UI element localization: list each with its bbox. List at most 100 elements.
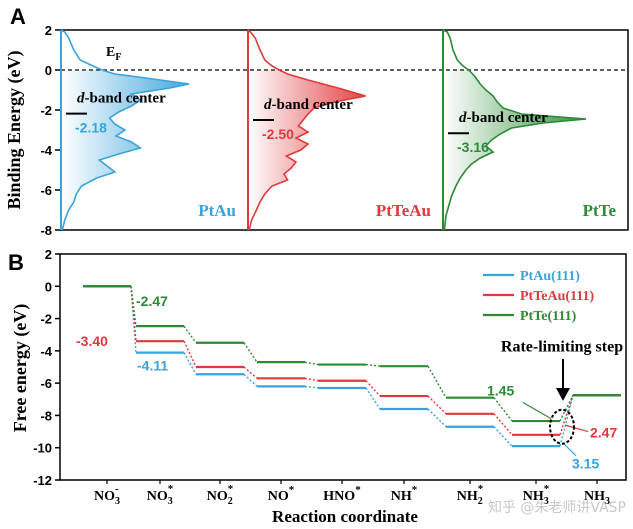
dos-curve-ptte [442,29,587,231]
dos-frame [60,29,629,231]
cat-base: HNO [323,489,355,504]
energy-connector [365,363,381,367]
dos-fill-ptte [443,70,586,230]
dos-y-ticks: 2 0 -2 -4 -6 -8 [40,23,61,238]
energy-connector [427,395,447,415]
energy-connector [304,361,319,366]
dos-curve-ptteau [247,29,366,231]
energy-connector [427,408,447,428]
cat-sub: 2 [478,496,483,507]
dos-y-tick-label: -6 [40,183,52,198]
dband-center-value: -3.16 [457,139,489,155]
energy-connector [559,394,574,422]
rate-limiting-label: Rate-limiting step [501,339,623,356]
fe-series-ptte111 [83,285,621,423]
cat-sub: 3 [115,496,120,507]
cat-sup: * [478,483,484,495]
fe-x-tick-label: HNO* [323,484,361,504]
energy-connector [183,325,197,344]
dband-rest: -band center [85,91,167,107]
energy-annotation: 2.47 [590,424,617,440]
cat-sup: * [544,483,550,495]
energy-connector [559,395,574,447]
fe-y-tick-label: -6 [40,376,52,391]
dband-italic: d [459,110,467,126]
energy-connector [365,380,381,397]
energy-connector [427,365,447,399]
cat-base: NH [523,489,544,504]
dband-center-label: d-band center [77,91,166,107]
dband-rest: -band center [467,110,549,126]
cat-sup: * [168,483,174,495]
rate-limiting-ellipse [549,408,575,445]
dos-panel-name: PtTe [583,201,617,220]
dband-center-value: -2.50 [262,126,294,142]
fermi-label: EF [106,45,121,63]
cat-sub: 2 [228,496,233,507]
panel-b-label: B [8,250,24,275]
energy-annotation: 1.45 [487,383,514,399]
dos-panel-name: PtAu [198,201,236,220]
energy-annotation: -2.47 [136,293,168,309]
fe-y-axis-label: Free energy (eV) [10,304,31,433]
cat-sub: 3 [168,496,173,507]
dos-y-tick-label: 2 [45,23,52,38]
fe-y-tick-label: -4 [40,344,52,359]
dos-y-tick-label: 0 [45,63,52,78]
energy-connector [130,286,137,327]
legend-label: PtTeAu(111) [520,289,594,304]
cat-sup: - [115,483,119,495]
dos-fill-ptau [61,70,189,230]
energy-connector [304,377,319,382]
legend-label: PtTe(111) [520,309,577,324]
dos-y-tick-label: -2 [40,103,52,118]
fe-x-axis-label: Reaction coordinate [272,507,418,526]
energy-annotation: -4.11 [137,358,168,374]
fe-x-tick-label: NO2* [207,483,234,507]
energy-connector [493,426,513,447]
energy-annotation: -3.40 [76,333,108,349]
cat-base: NO [147,489,168,504]
legend-label: PtAu(111) [520,269,580,284]
annotation-pointer [522,401,552,420]
cat-base: NO [94,489,115,504]
fe-x-tick-label: NH3 [584,489,610,507]
fe-x-tick-label: NO3- [94,483,120,507]
fe-y-tick-label: -12 [33,473,52,488]
energy-annotation: 3.15 [572,455,599,471]
fe-y-tick-label: 2 [45,247,52,262]
dband-center-value: -2.18 [75,120,107,136]
cat-sub: 3 [544,496,549,507]
annotation-pointer [562,442,577,457]
cat-base: NH [584,489,605,504]
energy-connector [243,366,258,379]
fe-legend: PtAu(111) PtTeAu(111) PtTe(111) [483,269,594,324]
dos-y-tick-label: -8 [40,223,52,238]
dos-y-tick-label: -4 [40,143,52,158]
fe-x-tick-label: NH2* [457,483,484,507]
cat-sup: * [228,483,234,495]
panel-a-label: A [10,4,26,29]
cat-base: NO [207,489,228,504]
dband-rest: -band center [272,97,354,113]
watermark: 知乎 @朱老师讲VASP [488,499,626,516]
energy-connector [304,385,319,389]
fe-series-ptteau111 [83,285,621,436]
dband-center-label: d-band center [264,97,353,113]
cat-base: NH [391,489,412,504]
dos-y-axis-label: Binding Energy (eV) [4,50,25,209]
dos-panel-name: PtTeAu [376,201,431,220]
dband-center-label: d-band center [459,110,548,126]
cat-sup: * [412,484,418,496]
energy-connector [183,340,197,368]
rate-limiting-arrowhead [556,387,570,401]
fe-y-tick-label: -8 [40,408,52,423]
energy-connector [243,342,258,363]
energy-connector [243,373,258,387]
fe-frame [59,253,627,481]
dband-italic: d [77,91,85,107]
annotation-pointer [564,424,589,433]
